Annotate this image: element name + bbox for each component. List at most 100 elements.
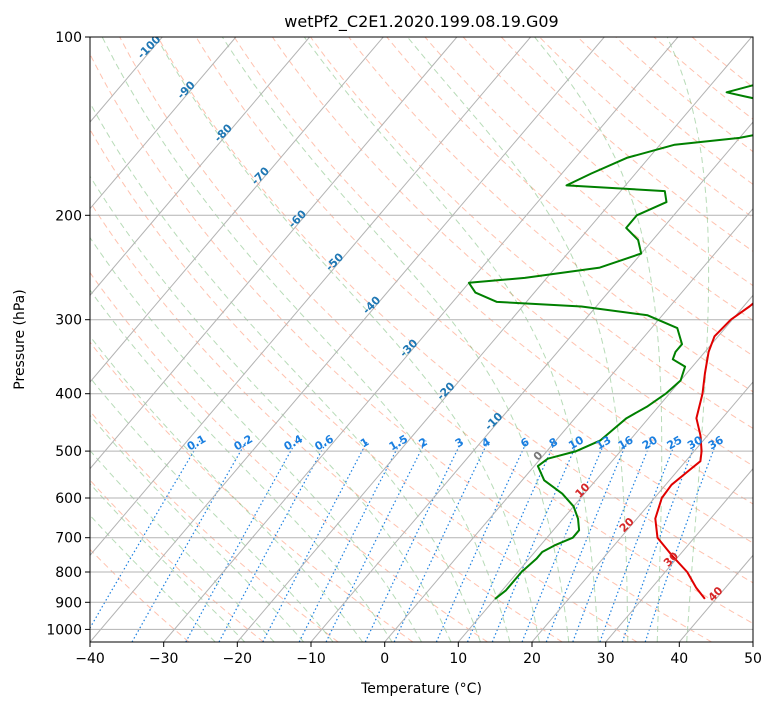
moist-adiabat [221, 37, 570, 642]
dewpoint-profile [467, 84, 753, 600]
mixing-ratio-label: 4 [479, 435, 492, 450]
mixing-ratio-line [393, 440, 490, 642]
moist-adiabat [90, 482, 246, 642]
moist-adiabat [155, 37, 540, 642]
dry-adiabat [119, 37, 753, 625]
isotherm-label: 40 [706, 584, 726, 604]
isotherm-line [236, 37, 752, 642]
mixing-ratio-label: 36 [706, 433, 726, 452]
isotherm-label: -10 [482, 410, 505, 433]
mixing-ratio-line [466, 440, 557, 642]
x-tick-label: −30 [149, 651, 179, 667]
dry-adiabat [90, 271, 488, 642]
moist-adiabat [90, 236, 422, 642]
dry-adiabat [90, 128, 638, 642]
isotherm-label: -30 [397, 336, 420, 359]
x-tick-label: 20 [523, 651, 541, 667]
moist-adiabat [90, 175, 452, 642]
chart-title: wetPf2_C2E1.2020.199.08.19.G09 [284, 12, 558, 32]
plot-frame [89, 36, 754, 643]
isotherm-label: -50 [323, 250, 346, 273]
dry-adiabat [195, 37, 753, 544]
moist-adiabat [666, 37, 710, 642]
mixing-ratio-line [262, 440, 369, 642]
temperature-profile [654, 302, 753, 600]
moist-adiabat [90, 449, 275, 642]
x-tick-label: −20 [223, 651, 253, 667]
isotherm-line [90, 37, 310, 297]
x-tick-label: 0 [380, 651, 389, 667]
x-axis-title: Temperature (°C) [360, 681, 482, 697]
isotherm-line [90, 37, 458, 470]
isotherm-label: -90 [175, 78, 198, 101]
dry-adiabat [90, 479, 264, 642]
dry-adiabat [233, 37, 753, 505]
moist-adiabat [407, 37, 629, 642]
isotherm-label: -70 [249, 164, 272, 187]
dry-adiabat [539, 37, 753, 219]
isotherm-line [752, 641, 753, 642]
moist-adiabat [534, 37, 663, 642]
dry-adiabat [90, 410, 339, 642]
mixing-ratio-line [435, 440, 528, 642]
dry-adiabat [90, 341, 414, 642]
plot-area [90, 37, 753, 642]
mixing-ratio-label: 1.5 [387, 432, 410, 453]
mixing-ratio-line [185, 440, 298, 642]
isotherm-line [605, 467, 753, 642]
mixing-ratio-label: 10 [566, 433, 586, 452]
isotherm-line [163, 37, 679, 642]
y-tick-label: 800 [55, 565, 82, 581]
y-tick-label: 900 [55, 595, 82, 611]
isotherm-label: -80 [212, 121, 235, 144]
mixing-ratio-label: 0.6 [312, 432, 336, 453]
isotherm-line [531, 381, 753, 642]
x-tick-label: 30 [597, 651, 615, 667]
y-tick-label: 300 [55, 313, 82, 329]
y-tick-label: 100 [55, 30, 82, 46]
isotherm-label: 30 [661, 549, 681, 569]
moist-adiabat [90, 101, 481, 642]
isotherm-label: -60 [286, 207, 309, 230]
moist-adiabat [90, 514, 216, 642]
mixing-ratio-label: 13 [594, 433, 614, 452]
mixing-ratio-label: 3 [453, 435, 466, 450]
x-tick-label: −40 [75, 651, 105, 667]
dry-adiabat [348, 37, 753, 393]
moist-adiabat [90, 376, 334, 642]
x-tick-label: 50 [744, 651, 762, 667]
mixing-ratio-label: 1 [358, 435, 371, 450]
isotherm-line [90, 37, 237, 210]
dry-adiabat [500, 37, 753, 252]
isotherm-label: 10 [573, 480, 593, 500]
dry-adiabat [462, 37, 753, 287]
y-axis-title: Pressure (hPa) [12, 289, 28, 389]
mixing-ratio-label: 20 [640, 433, 660, 452]
moist-adiabat [90, 289, 393, 642]
y-tick-label: 700 [55, 531, 82, 547]
dry-adiabat [424, 37, 753, 321]
y-tick-label: 400 [55, 387, 82, 403]
mixing-ratio-line [644, 440, 718, 642]
mixing-ratio-line [298, 440, 402, 642]
mixing-ratio-line [491, 440, 579, 642]
mixing-ratio-line [572, 440, 653, 642]
y-tick-label: 1000 [46, 622, 82, 638]
isotherm-line [384, 207, 753, 642]
y-tick-label: 600 [55, 491, 82, 507]
mixing-ratio-label: 6 [518, 435, 531, 450]
dry-adiabat [386, 37, 753, 357]
isotherm-line [90, 37, 384, 383]
mixing-ratio-label: 0.4 [282, 432, 306, 453]
dry-adiabat [691, 37, 753, 88]
isotherm-line [90, 37, 531, 557]
dry-adiabat [310, 37, 753, 429]
dry-adiabat [90, 53, 712, 642]
y-tick-label: 200 [55, 208, 82, 224]
dry-adiabat [90, 201, 563, 642]
isotherm-label: -20 [434, 379, 457, 402]
dry-adiabat [157, 37, 753, 584]
isotherm-line [90, 37, 605, 642]
moist-adiabat [303, 37, 599, 642]
